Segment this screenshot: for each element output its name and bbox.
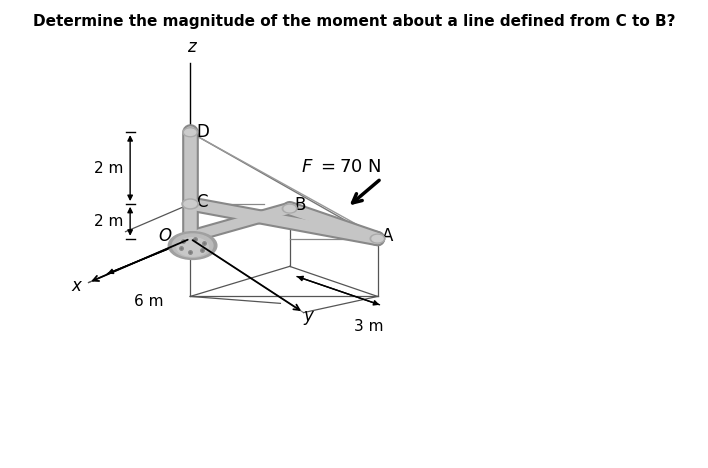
Text: $z$: $z$	[187, 38, 198, 56]
Ellipse shape	[185, 129, 196, 135]
Text: D: D	[196, 123, 209, 141]
Ellipse shape	[282, 204, 297, 213]
Ellipse shape	[184, 200, 197, 207]
Ellipse shape	[372, 235, 383, 242]
Text: O: O	[159, 227, 172, 245]
Text: Determine the magnitude of the moment about a line defined from C to B?: Determine the magnitude of the moment ab…	[33, 15, 675, 29]
Text: $x$: $x$	[71, 277, 83, 295]
Text: $= 70$ N: $= 70$ N	[317, 158, 382, 176]
Text: C: C	[196, 193, 207, 211]
Text: 2 m: 2 m	[94, 214, 123, 229]
Ellipse shape	[172, 234, 213, 257]
Text: 3 m: 3 m	[355, 319, 384, 334]
Text: 2 m: 2 m	[94, 161, 123, 176]
Ellipse shape	[370, 234, 385, 243]
Text: B: B	[295, 196, 306, 214]
Text: A: A	[382, 227, 394, 245]
Text: $y$: $y$	[303, 309, 315, 327]
Text: $F$: $F$	[301, 158, 314, 176]
Ellipse shape	[177, 238, 208, 256]
Ellipse shape	[284, 205, 295, 212]
Text: 6 m: 6 m	[134, 293, 164, 308]
Ellipse shape	[169, 232, 217, 259]
Ellipse shape	[183, 128, 198, 137]
Ellipse shape	[182, 199, 198, 209]
